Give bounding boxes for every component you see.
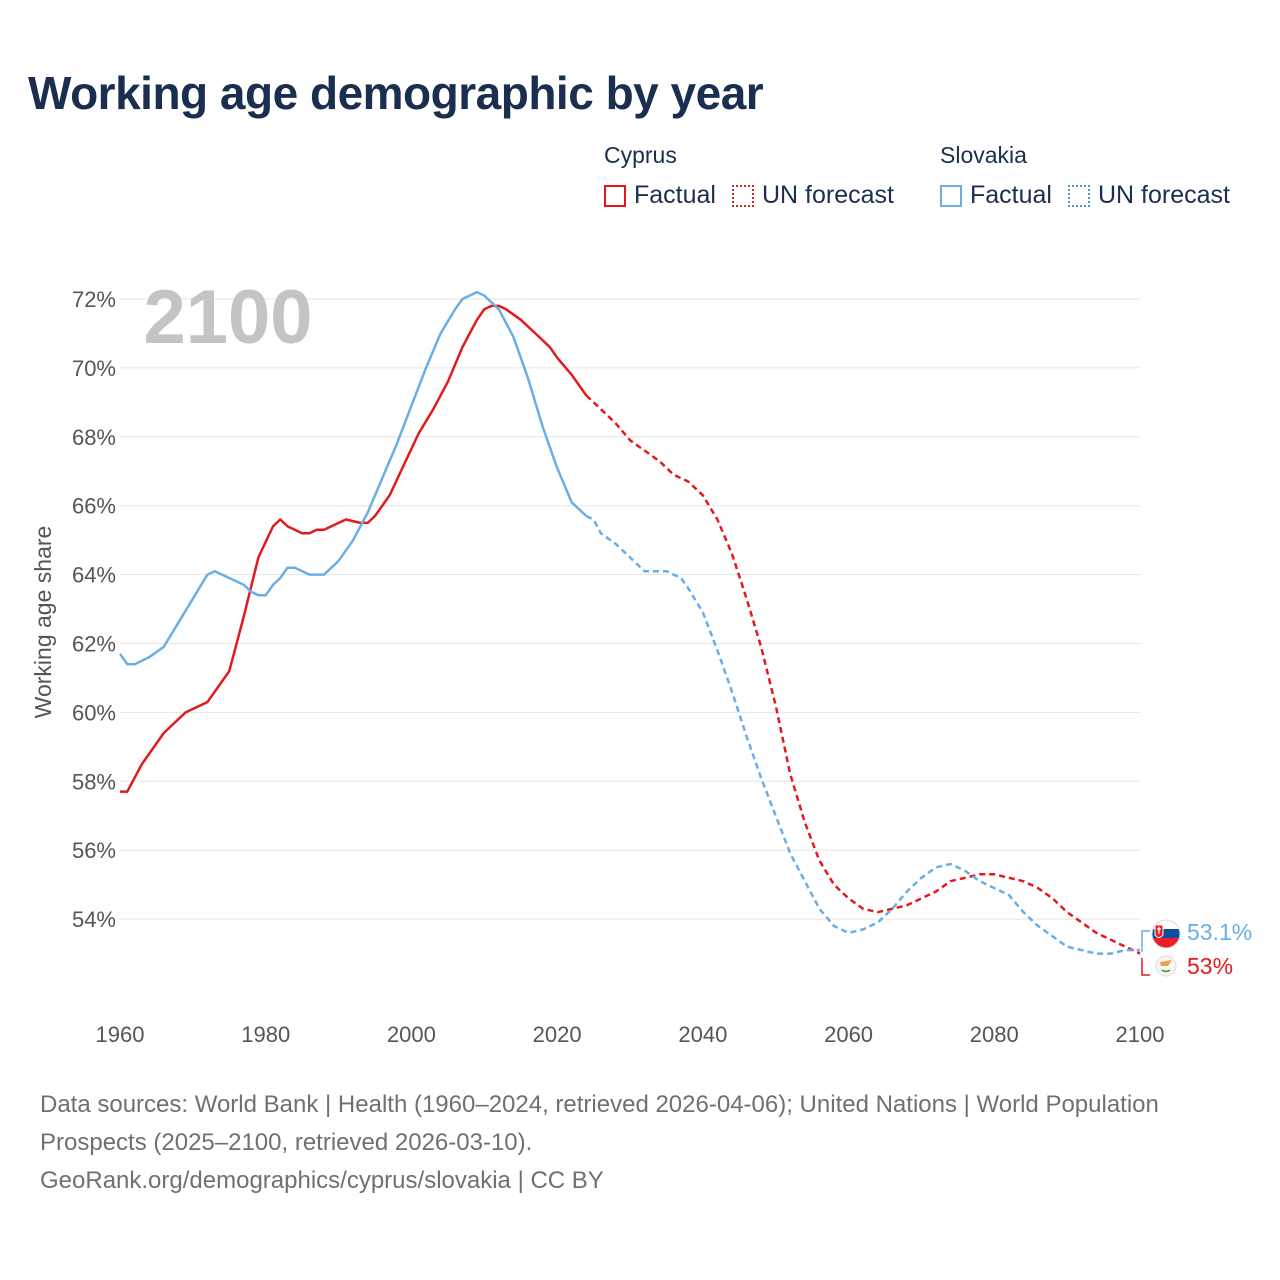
legend-cyprus-forecast[interactable]: UN forecast <box>731 181 894 210</box>
series-lines <box>118 290 1141 955</box>
cyprus-connector <box>1141 958 1150 976</box>
y-tick-label: 66% <box>72 494 116 519</box>
dotted-line-swatch-icon <box>1067 184 1090 207</box>
legend-label: Factual <box>970 181 1052 209</box>
y-tick-label: 54% <box>72 907 116 932</box>
solid-line-swatch-icon <box>940 184 962 207</box>
gridlines <box>120 298 1140 920</box>
dotted-line-swatch-icon <box>731 184 754 207</box>
legend-slovakia: Slovakia Factual UN forecast <box>940 142 1246 210</box>
y-tick-label: 68% <box>72 425 116 450</box>
x-tick-label: 2060 <box>824 1022 873 1047</box>
y-tick-label: 56% <box>72 838 116 863</box>
chart-title: Working age demographic by year <box>28 67 764 119</box>
cyprus-end-label: 53% <box>1187 953 1233 979</box>
y-tick-label: 64% <box>72 563 116 588</box>
data-sources: Data sources: World Bank | Health (1960–… <box>40 1091 1159 1156</box>
solid-line-swatch-icon <box>604 184 626 207</box>
legend-label: UN forecast <box>1097 181 1230 209</box>
slovakia-flag-icon <box>1151 919 1181 949</box>
x-axis-ticks: 1960 1980 2000 2020 2040 2060 2080 2100 <box>96 1022 1165 1047</box>
x-tick-label: 1980 <box>241 1022 290 1047</box>
footer: Data sources: World Bank | Health (1960–… <box>40 1086 1220 1200</box>
legend-label: UN forecast <box>761 181 894 209</box>
slovakia-factual-line <box>118 290 588 666</box>
y-axis-ticks: 54% 56% 58% 60% 62% 64% 66% 68% 70% 72% <box>72 287 116 932</box>
x-tick-label: 2100 <box>1116 1022 1165 1047</box>
slovakia-connector <box>1141 930 1150 952</box>
x-tick-label: 2000 <box>387 1022 436 1047</box>
x-tick-label: 2040 <box>678 1022 727 1047</box>
end-markers: 53.1% 53% <box>1141 919 1252 979</box>
slovakia-end-label: 53.1% <box>1187 919 1252 945</box>
slovakia-forecast-line <box>585 514 1140 955</box>
legend-cyprus: Cyprus Factual UN forecast <box>604 142 910 210</box>
x-tick-label: 2080 <box>970 1022 1019 1047</box>
legend-label: Factual <box>634 181 716 209</box>
y-tick-label: 70% <box>72 356 116 381</box>
y-axis-label: Working age share <box>30 526 56 719</box>
cyprus-factual-line <box>120 304 588 793</box>
legend-cyprus-factual[interactable]: Factual <box>604 181 716 210</box>
cyprus-flag-icon <box>1155 955 1177 977</box>
legend-cyprus-title: Cyprus <box>604 142 677 168</box>
y-tick-label: 58% <box>72 769 116 794</box>
source-link[interactable]: GeoRank.org/demographics/cyprus/slovakia… <box>40 1167 604 1194</box>
y-tick-label: 62% <box>72 632 116 657</box>
y-tick-label: 60% <box>72 700 116 725</box>
cyprus-forecast-line <box>585 394 1141 955</box>
year-label: 2100 <box>143 275 312 360</box>
x-tick-label: 1960 <box>96 1022 145 1047</box>
legend-slovakia-factual[interactable]: Factual <box>940 181 1052 210</box>
legend-slovakia-forecast[interactable]: UN forecast <box>1067 181 1230 210</box>
y-tick-label: 72% <box>72 287 116 312</box>
x-tick-label: 2020 <box>533 1022 582 1047</box>
legend-slovakia-title: Slovakia <box>940 142 1027 168</box>
